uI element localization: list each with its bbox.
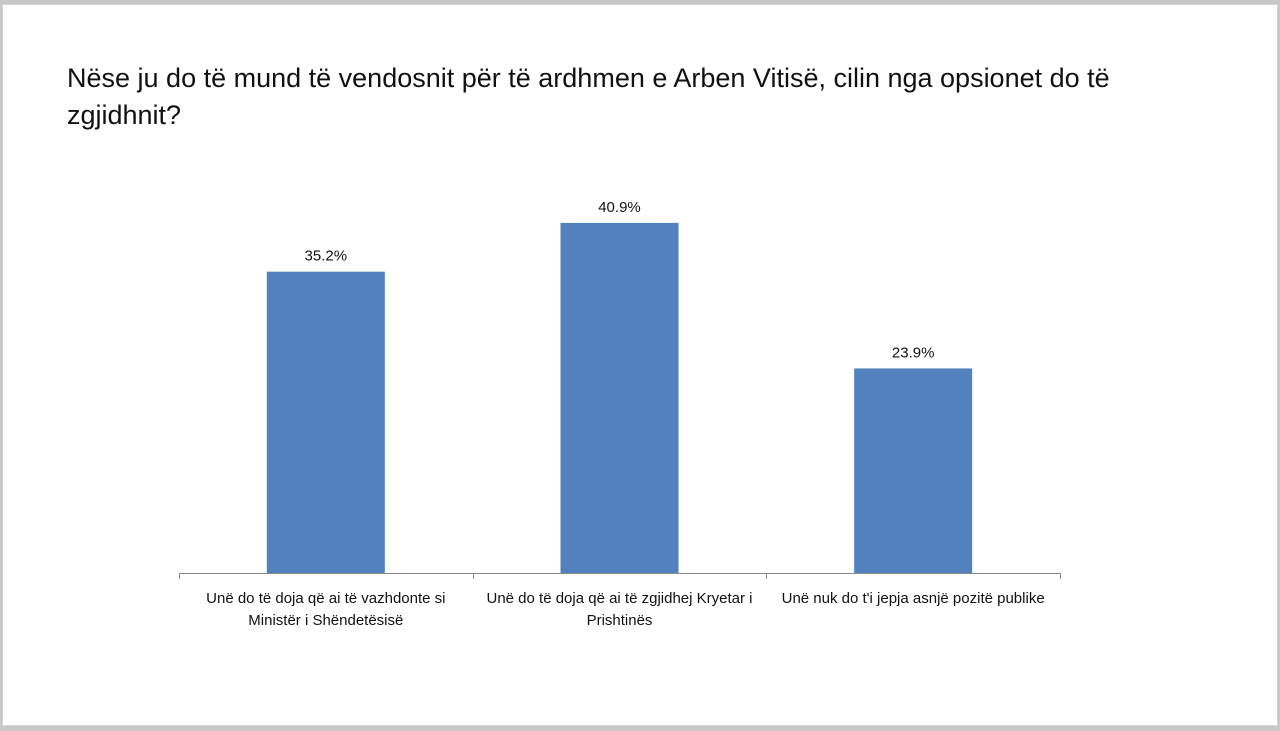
x-axis-ticks — [179, 573, 1061, 579]
bars — [266, 222, 973, 573]
bar-1 — [266, 271, 385, 573]
data-label-3: 23.9% — [892, 344, 935, 361]
category-label-1: Unë do të doja që ai të vazhdonte si Min… — [206, 590, 446, 629]
bar-2 — [560, 222, 679, 573]
category-label-2: Unë do të doja që ai të zgjidhej Kryetar… — [486, 590, 753, 629]
bar-3 — [854, 368, 973, 573]
data-label-1: 35.2% — [305, 248, 348, 265]
slide: Nëse ju do të mund të vendosnit për të a… — [2, 4, 1278, 726]
data-label-2: 40.9% — [598, 199, 641, 216]
chart-title: Nëse ju do të mund të vendosnit për të a… — [67, 63, 1110, 130]
category-label-3: Unë nuk do t'i jepja asnjë pozitë publik… — [781, 590, 1045, 607]
data-labels: 35.2% 40.9% 23.9% — [305, 199, 935, 362]
bar-chart: 35.2% 40.9% 23.9% — [179, 199, 1061, 579]
